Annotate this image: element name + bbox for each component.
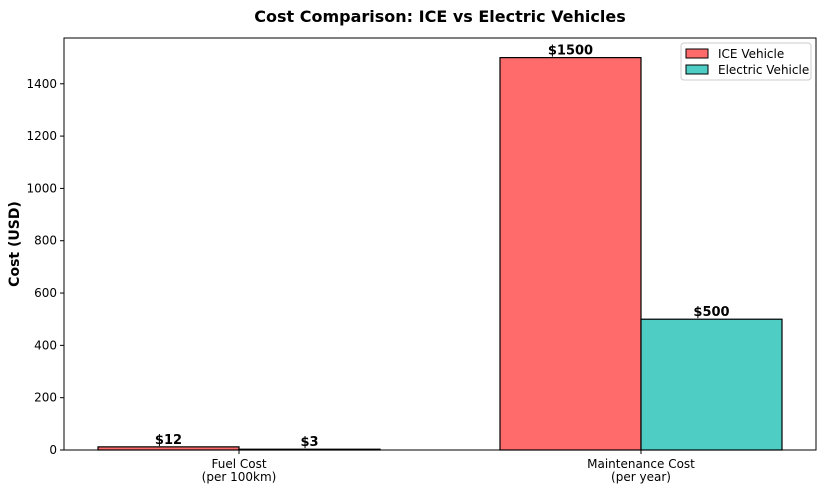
legend-swatch (685, 64, 709, 75)
y-tick-label: 1400 (26, 77, 57, 91)
data-label: $500 (693, 305, 729, 320)
x-tick-label: (per year) (611, 470, 671, 484)
data-label: $3 (300, 435, 318, 450)
plot-frame (63, 37, 817, 451)
y-axis-label: Cost (USD) (7, 201, 23, 287)
y-tick-label: 1000 (26, 181, 57, 195)
legend-label: ICE Vehicle (718, 47, 784, 61)
x-tick-label: (per 100km) (202, 470, 277, 484)
data-label: $12 (155, 433, 182, 448)
legend-label: Electric Vehicle (718, 63, 809, 77)
chart-title: Cost Comparison: ICE vs Electric Vehicle… (254, 7, 626, 26)
y-tick-label: 1200 (26, 129, 57, 143)
x-tick-label: Maintenance Cost (587, 457, 695, 471)
bar (499, 57, 642, 451)
bar (640, 318, 783, 451)
y-tick-label: 200 (34, 391, 57, 405)
y-tick-label: 800 (34, 234, 57, 248)
y-tick-label: 600 (34, 286, 57, 300)
y-tick-label: 0 (49, 443, 57, 457)
legend-box (680, 42, 812, 81)
legend-swatch (685, 48, 709, 59)
x-tick-label: Fuel Cost (211, 457, 266, 471)
y-tick-label: 400 (34, 338, 57, 352)
data-label: $1500 (548, 44, 593, 59)
